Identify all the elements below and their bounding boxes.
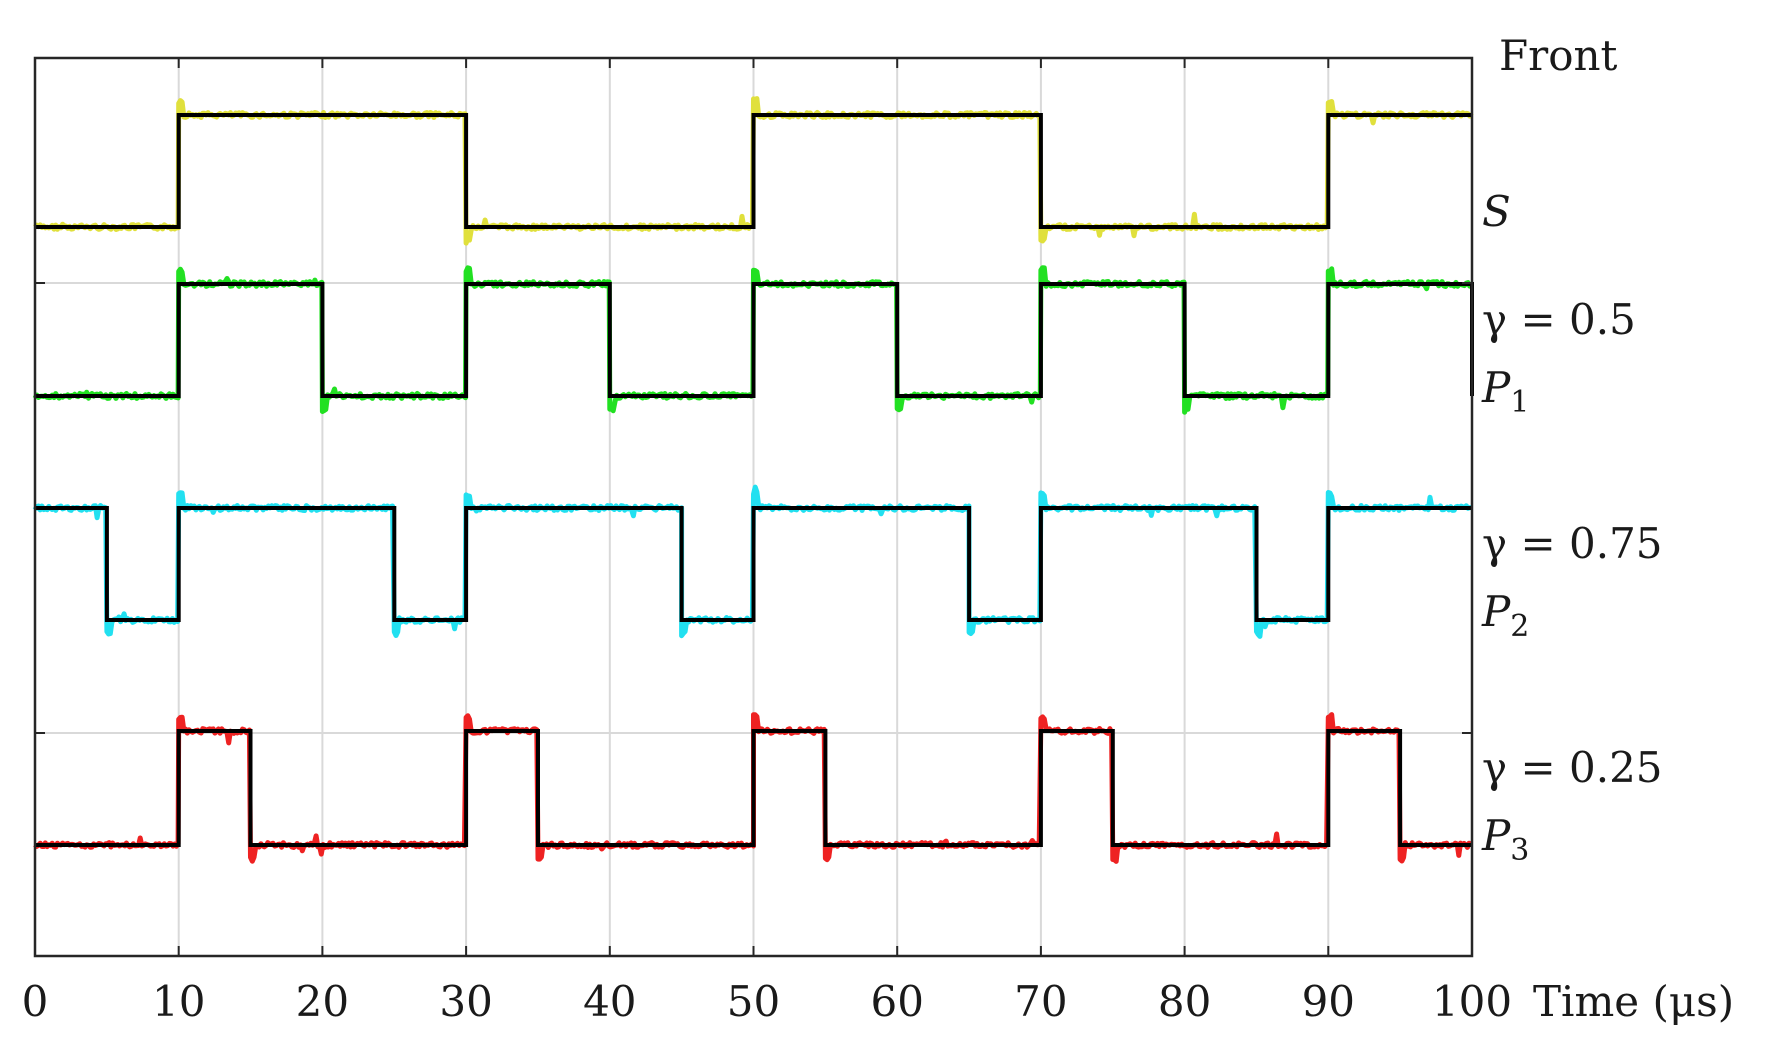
- series-label: P3: [1481, 811, 1529, 868]
- series-fit-S: [35, 113, 1472, 229]
- x-tick-label: 70: [1014, 977, 1067, 1026]
- x-axis-ticks: 0 10 20 30 40 50 60 70 80 90 100: [22, 58, 1512, 1026]
- x-tick-label: 60: [870, 977, 923, 1026]
- x-tick-label: 50: [727, 977, 780, 1026]
- x-tick-label: 100: [1432, 977, 1512, 1026]
- series-labels: Sγ = 0.5 P1 γ = 0.75 P2 γ = 0.25 P3: [1481, 187, 1663, 868]
- series-fit-P2: [35, 506, 1472, 622]
- series-fit-P3: [35, 729, 1472, 847]
- x-axis-label: Time (μs): [1533, 977, 1734, 1026]
- x-tick-label: 90: [1302, 977, 1355, 1026]
- x-tick-label: 0: [22, 977, 49, 1026]
- series-label: γ = 0.75: [1482, 519, 1663, 568]
- x-tick-label: 40: [583, 977, 636, 1026]
- series-label: γ = 0.5: [1482, 295, 1636, 344]
- header-label: Front: [1499, 31, 1618, 80]
- series-label: γ = 0.25: [1482, 743, 1663, 792]
- series-label: S: [1482, 187, 1511, 236]
- x-tick-label: 80: [1158, 977, 1211, 1026]
- x-tick-label: 20: [296, 977, 349, 1026]
- series-label: P1: [1481, 363, 1529, 420]
- x-tick-label: 30: [439, 977, 492, 1026]
- series-label: P2: [1481, 587, 1529, 644]
- series-fit-P1: [35, 282, 1474, 398]
- signal-traces: [32, 96, 1474, 864]
- x-tick-label: 10: [152, 977, 205, 1026]
